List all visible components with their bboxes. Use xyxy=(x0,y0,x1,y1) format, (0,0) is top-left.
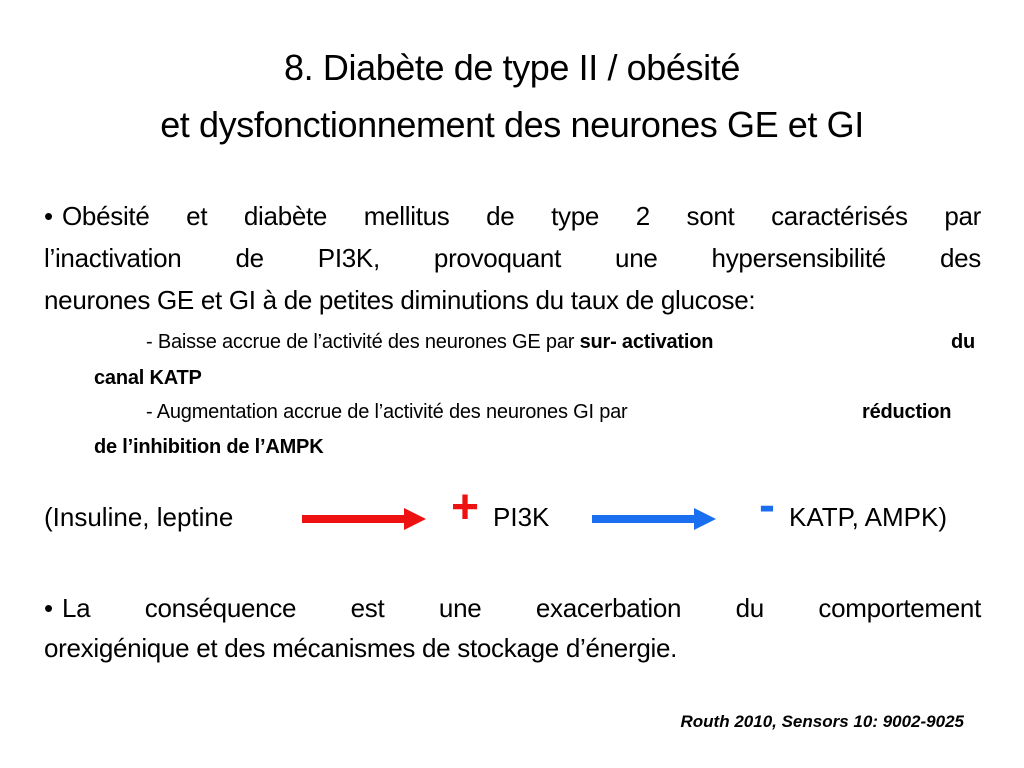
sub-1-prefix: - Baisse accrue de l’activité des neuron… xyxy=(146,331,580,353)
sub-2-line-1: - Augmentation accrue de l’activité des … xyxy=(146,396,628,428)
bullet-2-line-1: • La conséquence est une exacerbation du … xyxy=(44,588,981,628)
red-arrow-shaft xyxy=(302,515,410,523)
sub-2-prefix: - Augmentation accrue de l’activité des … xyxy=(146,401,628,423)
bullet-marker: • xyxy=(44,593,53,623)
sub-2-bold-b: de l’inhibition de l’AMPK xyxy=(94,436,324,458)
bullet-marker: • xyxy=(44,201,53,231)
citation: Routh 2010, Sensors 10: 9002-9025 xyxy=(680,712,964,731)
sub-2-line-1-end: réduction xyxy=(862,396,952,428)
bullet-1-line-1: • Obésité et diabète mellitus de type 2 s… xyxy=(44,196,981,236)
blue-arrow-icon xyxy=(592,508,716,530)
plus-sign: + xyxy=(451,481,480,534)
slide-title-line-1: 8. Diabète de type II / obésité xyxy=(284,47,740,88)
bullet-1-line-2: l’inactivation de PI3K, provoquant une h… xyxy=(44,238,981,278)
bullet-2-text-2: orexigénique et des mécanismes de stocka… xyxy=(44,633,678,663)
flow-left-text: (Insuline, leptine xyxy=(44,502,234,532)
red-arrow-icon xyxy=(302,508,426,530)
sub-1-line-2: canal KATP xyxy=(94,362,202,394)
bullet-1-text-3: neurones GE et GI à de petites diminutio… xyxy=(44,285,756,315)
sub-2-bold-a: réduction xyxy=(862,401,952,423)
sub-1-bold-b: du xyxy=(951,331,976,353)
flow-right-text: KATP, AMPK) xyxy=(789,502,947,532)
sub-1-bold-c: canal KATP xyxy=(94,367,202,389)
slide-title-line-2: et dysfonctionnement des neurones GE et … xyxy=(160,104,864,145)
bullet-2-text-1: La conséquence est une exacerbation du c… xyxy=(62,593,981,623)
sub-1-line-1-end: du xyxy=(951,326,975,358)
blue-arrow-head xyxy=(694,508,716,530)
minus-sign: - xyxy=(759,479,775,532)
sub-2-line-2: de l’inhibition de l’AMPK xyxy=(94,431,324,463)
signaling-flow: (Insuline, leptine + PI3K - KATP, AMPK) xyxy=(0,482,1024,546)
bullet-1-text-2: l’inactivation de PI3K, provoquant une h… xyxy=(44,243,981,273)
bullet-2-line-2: orexigénique et des mécanismes de stocka… xyxy=(44,628,981,668)
red-arrow-head xyxy=(404,508,426,530)
sub-1-line-1: - Baisse accrue de l’activité des neuron… xyxy=(146,326,713,358)
flow-middle-text: PI3K xyxy=(493,502,550,532)
blue-arrow-shaft xyxy=(592,515,700,523)
bullet-1-text-1: Obésité et diabète mellitus de type 2 so… xyxy=(62,201,981,231)
sub-1-bold-a: sur- activation xyxy=(579,331,714,353)
bullet-1-line-3: neurones GE et GI à de petites diminutio… xyxy=(44,280,981,320)
